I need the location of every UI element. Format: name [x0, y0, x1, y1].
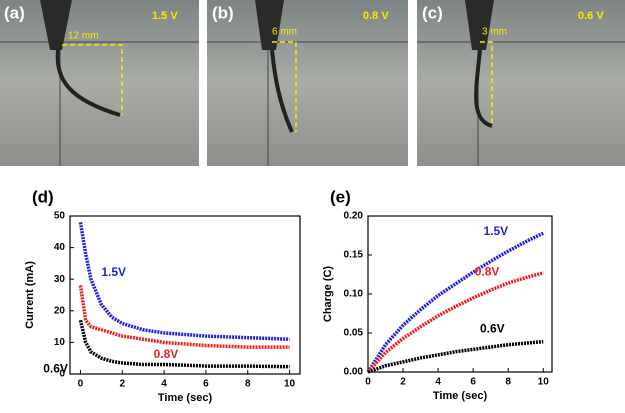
voltage-label: 1.5 V — [152, 10, 178, 22]
x-tick-label: 2 — [400, 377, 406, 388]
x-tick-label: 0 — [78, 379, 84, 390]
x-axis-label: Time (sec) — [433, 390, 488, 402]
y-axis-label: Current (mA) — [24, 261, 36, 329]
panel-label: (b) — [212, 3, 234, 22]
x-tick-label: 6 — [203, 379, 209, 390]
photo-panel: (a) 1.5 V 12 mm — [0, 0, 199, 166]
panel-label: (a) — [4, 3, 25, 22]
series-label: 0.6V — [43, 361, 68, 375]
y-tick-label: 0.10 — [344, 289, 364, 300]
distance-label: 6 mm — [272, 27, 297, 38]
y-tick-label: 0.20 — [344, 211, 364, 222]
y-tick-label: 0 — [59, 369, 65, 380]
y-tick-label: 30 — [54, 274, 66, 285]
data-line — [366, 271, 544, 374]
panel-title: (e) — [330, 187, 351, 206]
y-axis-label: Charge (C) — [322, 266, 334, 323]
data-line — [78, 222, 290, 341]
x-tick-label: 8 — [245, 379, 251, 390]
y-tick-label: 0.05 — [344, 328, 364, 339]
x-tick-label: 10 — [284, 379, 296, 390]
x-tick-label: 2 — [119, 379, 125, 390]
distance-label: 12 mm — [68, 31, 99, 42]
data-line — [366, 231, 545, 373]
distance-label: 3 mm — [482, 27, 507, 38]
series-label: 0.8V — [475, 264, 500, 278]
voltage-label: 0.6 V — [578, 10, 604, 22]
y-tick-label: 40 — [54, 242, 66, 253]
x-tick-label: 4 — [435, 377, 441, 388]
plot-frame — [69, 215, 301, 375]
x-tick-label: 4 — [161, 379, 167, 390]
photo-panel: (c) 0.6 V 3 mm — [417, 0, 625, 166]
y-tick-label: 50 — [54, 211, 66, 222]
photo-panel: (b) 0.8 V 6 mm — [207, 0, 408, 166]
x-tick-label: 0 — [365, 377, 371, 388]
y-tick-label: 20 — [54, 305, 66, 316]
panel-label: (c) — [422, 3, 443, 22]
x-tick-label: 10 — [538, 377, 550, 388]
y-tick-label: 10 — [54, 337, 66, 348]
series-label: 0.8V — [154, 347, 179, 361]
y-tick-label: 0.15 — [344, 250, 364, 261]
series-label: 1.5V — [484, 224, 509, 238]
x-tick-label: 6 — [470, 377, 476, 388]
series-label: 0.6V — [480, 321, 505, 335]
data-line — [78, 319, 290, 369]
y-tick-label: 0.00 — [344, 367, 364, 378]
plot-frame — [367, 215, 553, 373]
series-label: 1.5V — [101, 265, 126, 279]
panel-title: (d) — [32, 187, 54, 206]
x-axis-label: Time (sec) — [158, 392, 213, 404]
x-tick-label: 8 — [505, 377, 511, 388]
voltage-label: 0.8 V — [363, 10, 389, 22]
data-line — [367, 339, 544, 374]
